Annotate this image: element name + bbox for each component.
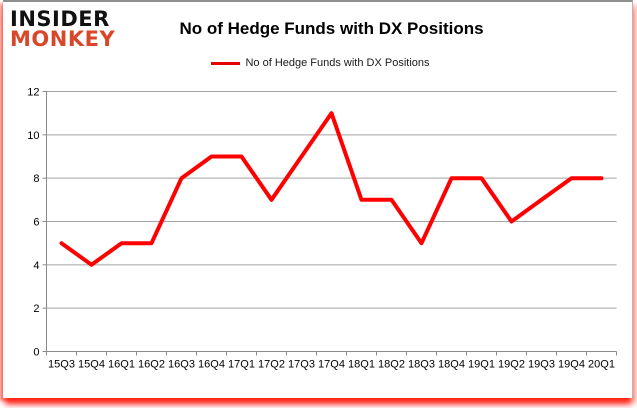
- x-tick-label: 19Q4: [558, 359, 585, 371]
- x-tick-label: 20Q1: [588, 359, 615, 371]
- legend-line-swatch: [211, 61, 241, 65]
- x-tick-label: 16Q3: [168, 359, 195, 371]
- x-tick-label: 18Q1: [348, 359, 375, 371]
- series-line: [59, 111, 604, 267]
- x-tick-label: 19Q3: [528, 359, 555, 371]
- x-tick-label: 17Q4: [318, 359, 345, 371]
- x-tick-label: 16Q2: [138, 359, 165, 371]
- insider-monkey-logo: INSIDER MONKEY: [10, 7, 116, 51]
- chart-card: [3, 0, 633, 398]
- x-tick-label: 15Q4: [78, 359, 105, 371]
- x-tick-label: 15Q3: [48, 359, 75, 371]
- chart-title: No of Hedge Funds with DX Positions: [179, 19, 484, 38]
- x-tick-label: 19Q2: [498, 359, 525, 371]
- logo-insider-text: INSIDER: [10, 7, 110, 31]
- y-tick-label: 0: [33, 347, 39, 359]
- x-tick-label: 19Q1: [468, 359, 495, 371]
- x-tick-label: 17Q2: [258, 359, 285, 371]
- x-tick-label: 16Q1: [108, 359, 135, 371]
- x-tick-label: 17Q3: [288, 359, 315, 371]
- x-tick-label: 18Q4: [438, 359, 465, 371]
- y-tick-label: 8: [33, 173, 39, 185]
- y-tick-label: 4: [33, 260, 39, 272]
- x-tick-label: 16Q4: [198, 359, 225, 371]
- y-tick-label: 6: [33, 217, 39, 229]
- x-tick-label: 18Q3: [408, 359, 435, 371]
- y-tick-label: 10: [27, 130, 39, 142]
- y-tick-label: 12: [27, 87, 39, 99]
- x-tick-label: 17Q1: [228, 359, 255, 371]
- legend: No of Hedge Funds with DX Positions: [0, 56, 637, 70]
- logo-monkey-text: MONKEY: [10, 26, 116, 51]
- x-tick-label: 18Q2: [378, 359, 405, 371]
- legend-label: No of Hedge Funds with DX Positions: [245, 57, 430, 69]
- y-tick-label: 2: [33, 303, 39, 315]
